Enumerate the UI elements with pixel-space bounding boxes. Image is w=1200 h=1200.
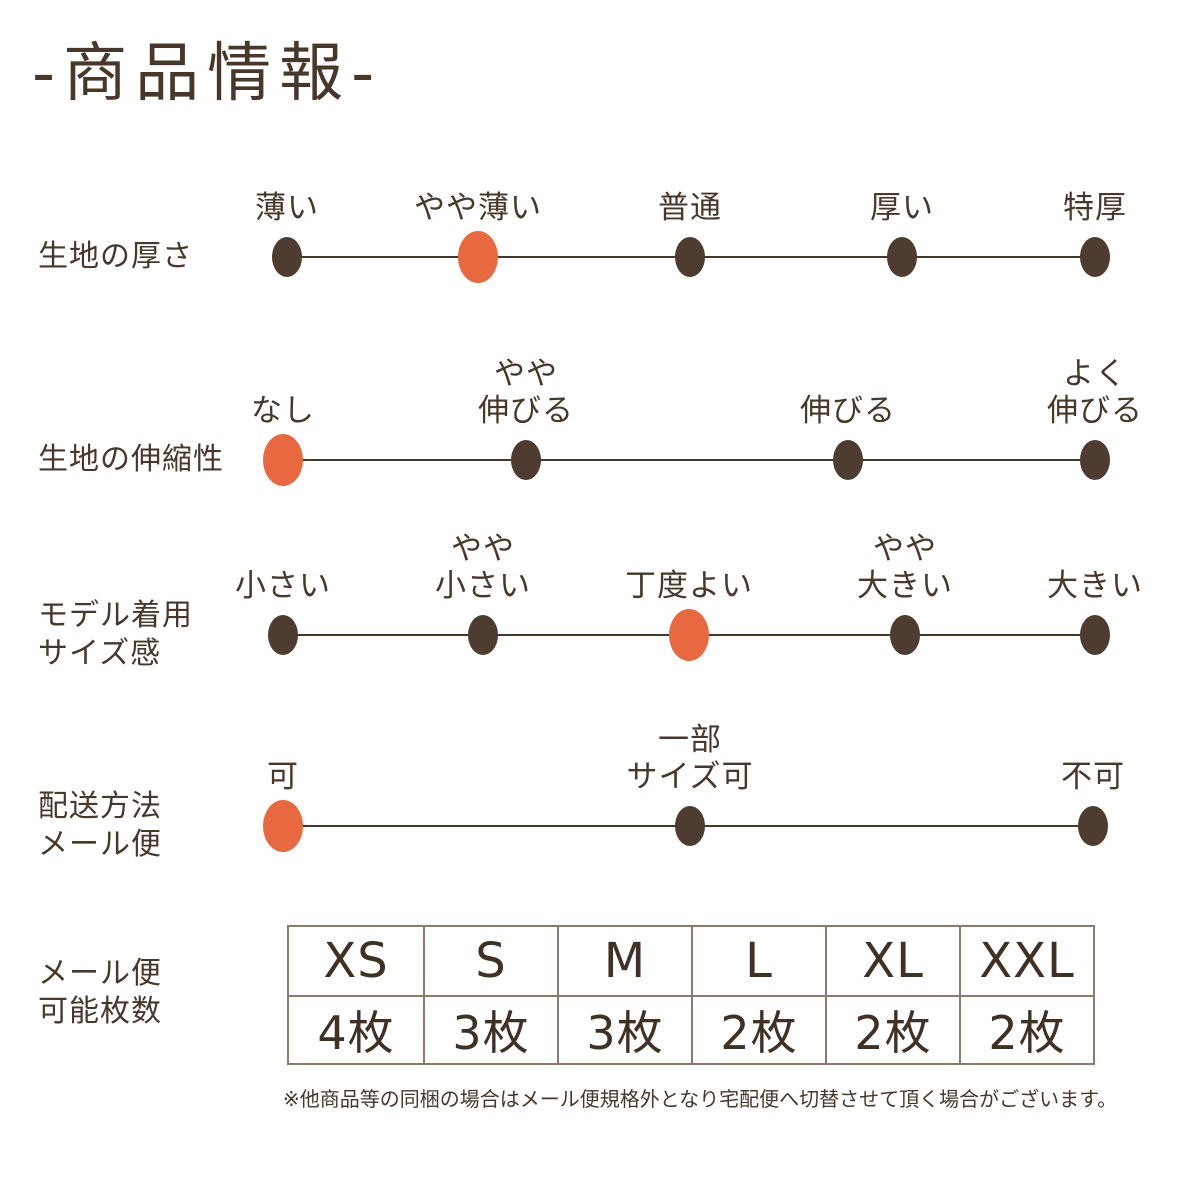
scale-option-label: 一部 サイズ可	[570, 722, 810, 796]
scale-option-label-line: 小さい	[235, 568, 331, 604]
scale-option-label-line: 小さい	[435, 568, 531, 604]
quantity-cell: 2枚	[825, 995, 959, 1063]
size-header-cell: XXL	[959, 927, 1093, 995]
scale-option-label-line: 特厚	[1063, 190, 1127, 226]
scale-option-label-line: 可	[267, 759, 299, 795]
scale-label-line: メール便	[38, 827, 162, 862]
scale-option-label-line: 丁度よい	[625, 568, 753, 604]
scale-label-line: 配送方法	[38, 789, 162, 824]
scale-option-label: 大きい	[975, 568, 1200, 605]
scale-dot	[675, 806, 705, 846]
scale-option-label-line: なし	[251, 393, 315, 429]
scale-dot	[1078, 806, 1108, 846]
scale-option-label-line: 不可	[1061, 759, 1125, 795]
scale-option-label-line: 大きい	[857, 568, 953, 604]
size-header-cell: L	[691, 927, 825, 995]
scale-option-label-line: 伸びる	[478, 393, 574, 429]
scale-option-label-line: やや薄い	[414, 190, 542, 226]
scale-label-line: サイズ感	[38, 636, 162, 671]
scale-option-label: 特厚	[975, 190, 1200, 227]
scale-option-label-line: 一部	[658, 722, 722, 758]
scale-dot	[833, 440, 863, 480]
quantity-cell: 2枚	[691, 995, 825, 1063]
table-label-line: 可能枚数	[38, 994, 162, 1029]
scale-dot-selected	[263, 434, 303, 486]
scale-dot	[468, 615, 498, 655]
size-header-cell: S	[423, 927, 557, 995]
scale-option-label-line: 伸びる	[800, 393, 896, 429]
scale-option-label: 厚い	[782, 190, 1022, 227]
scale-dot	[890, 615, 920, 655]
scale-option-label-line: やや	[451, 531, 515, 567]
scale-option-label: 不可	[973, 759, 1200, 796]
scale-option-label-line: よく	[1063, 356, 1127, 392]
scale-option-label: 丁度よい	[569, 568, 809, 605]
quantity-cell: 4枚	[289, 995, 423, 1063]
scale-option-label: 伸びる	[728, 393, 968, 430]
scale-option-label: 普通	[570, 190, 810, 227]
scale-label-line: 生地の伸縮性	[38, 442, 224, 477]
quantity-cell: 2枚	[959, 995, 1093, 1063]
scale-option-label: やや 伸びる	[406, 356, 646, 430]
scale-option-label-line: やや	[494, 356, 558, 392]
quantity-cell: 3枚	[423, 995, 557, 1063]
scale-option-label: よく 伸びる	[975, 356, 1200, 430]
scale-option-label: 小さい	[163, 568, 403, 605]
scale-option-label-line: サイズ可	[626, 759, 754, 795]
scale-dot	[675, 237, 705, 277]
scale-dot	[1080, 237, 1110, 277]
scale-label-fabric-stretch: 生地の伸縮性	[38, 441, 224, 479]
scale-dot	[511, 440, 541, 480]
scale-option-label-line: 厚い	[870, 190, 934, 226]
scale-option-label: やや 大きい	[785, 531, 1025, 605]
table-label-line: メール便	[38, 956, 162, 991]
scale-label-fabric-thickness: 生地の厚さ	[38, 238, 193, 276]
scale-option-label: 可	[163, 759, 403, 796]
scale-dot	[268, 615, 298, 655]
scale-label-line: モデル着用	[38, 598, 193, 633]
scale-label-model-size-fit: モデル着用 サイズ感	[38, 597, 193, 673]
size-header-cell: M	[557, 927, 691, 995]
scale-dot-selected	[458, 231, 498, 283]
scale-label-line: 生地の厚さ	[38, 239, 193, 274]
scale-dot	[1080, 440, 1110, 480]
quantity-cell: 3枚	[557, 995, 691, 1063]
scale-option-label-line: 伸びる	[1047, 393, 1143, 429]
scale-line	[283, 459, 1095, 461]
scale-dot	[1080, 615, 1110, 655]
scale-option-label-line: 普通	[658, 190, 722, 226]
table-label: メール便 可能枚数	[38, 955, 162, 1031]
scale-dot	[887, 237, 917, 277]
mailable-quantity-table: XS S M L XL XXL 4枚 3枚 3枚 2枚 2枚 2枚	[287, 925, 1095, 1065]
page-title: -商品情報-	[32, 37, 383, 111]
size-header-cell: XS	[323, 933, 389, 989]
scale-option-label: やや 小さい	[363, 531, 603, 605]
scale-option-label-line: 薄い	[255, 190, 319, 226]
scale-option-label: やや薄い	[358, 190, 598, 227]
scale-dot-selected	[263, 800, 303, 852]
scale-option-label-line: やや	[873, 531, 937, 567]
size-header-cell: XL	[825, 927, 959, 995]
scale-option-label: なし	[163, 393, 403, 430]
footnote: ※他商品等の同梱の場合はメール便規格外となり宅配便へ切替させて頂く場合がございま…	[283, 1087, 1118, 1111]
scale-option-label-line: 大きい	[1047, 568, 1143, 604]
scale-option-label: 薄い	[167, 190, 407, 227]
scale-dot-selected	[669, 609, 709, 661]
scale-dot	[272, 237, 302, 277]
scale-label-shipping-mail: 配送方法 メール便	[38, 788, 162, 864]
